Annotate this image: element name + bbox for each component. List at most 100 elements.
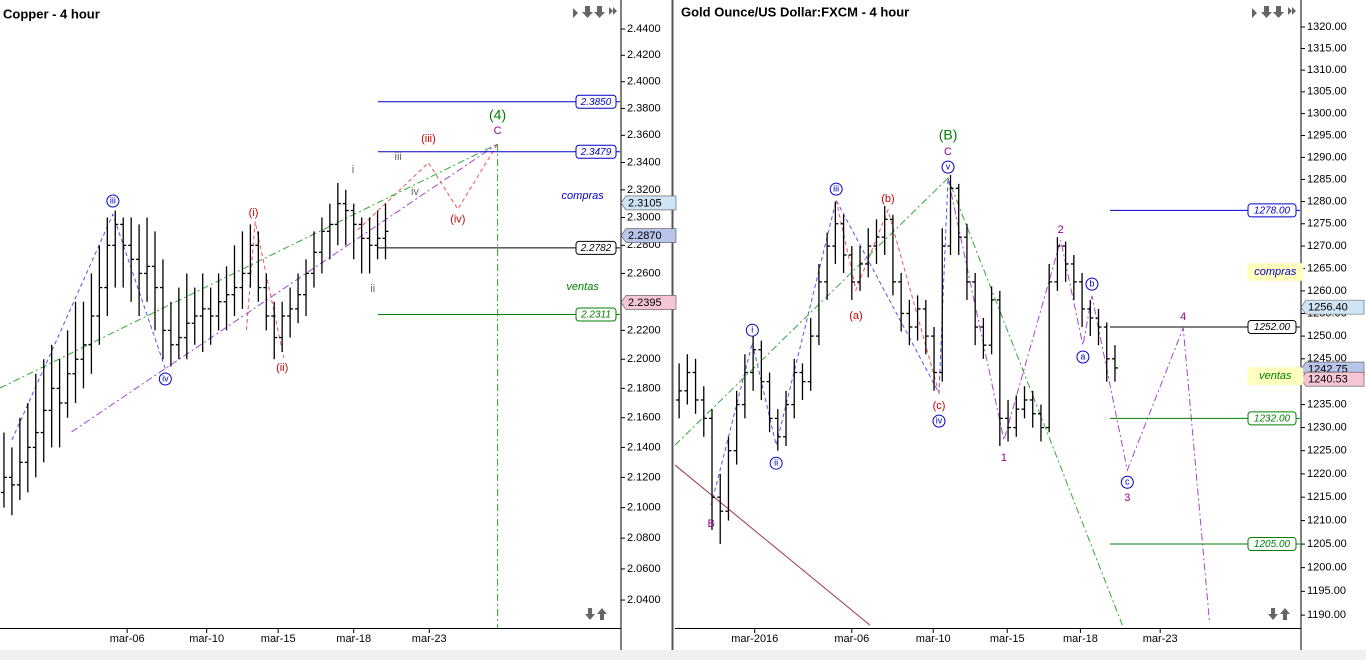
y-tick-label: 2.4000 [627,76,661,88]
y-tick-label: 2.1200 [627,471,661,483]
wave-label: ii [370,283,375,295]
y-tick-label: 1315.00 [1307,42,1347,54]
wave-label: iv [411,186,419,198]
wave-label: iii [395,151,402,163]
level-label: 2.3850 [580,97,612,108]
toolbar-icon[interactable] [1252,6,1296,18]
annotation-circle [745,323,759,337]
y-tick-label: 1250.00 [1307,330,1347,342]
y-tick-label: 2.3400 [627,156,661,168]
x-tick-label: mar-10 [916,633,951,645]
annotation-box [1247,367,1304,386]
annotation-box [1247,263,1304,282]
y-tick-label: 2.2200 [627,324,661,336]
wave-line [11,213,166,441]
x-tick-label: mar-15 [261,633,296,645]
wave-line [710,178,949,506]
wave-label: iv [936,416,943,426]
wave-label: B [708,518,715,530]
y-tick-label: 1280.00 [1307,195,1347,207]
y-tick-label: 1245.00 [1307,353,1347,365]
x-tick-label: mar-23 [412,633,447,645]
price-tag [620,295,677,310]
wave-label: (i) [249,207,259,219]
x-tick-label: mar-23 [1143,633,1178,645]
wave-label: compras [562,190,605,202]
y-tick-label: 1190.00 [1307,609,1346,621]
x-tick-label: mar-2016 [731,633,778,645]
wave-label: compras [1254,266,1297,278]
price-tag [620,228,677,243]
y-tick-label: 1320.00 [1307,21,1347,33]
wave-label: ventas [566,281,599,293]
y-tick-label: 1300.00 [1307,108,1347,120]
level-label: 2.2311 [580,310,611,321]
x-tick-label: mar-06 [110,633,145,645]
wave-label: (b) [881,193,894,205]
level-label: 1232.00 [1254,414,1291,425]
y-tick-label: 1260.00 [1307,285,1347,297]
price-tag-label: 2.2395 [628,297,662,309]
y-tick-label: 2.0400 [627,594,661,606]
y-tick-label: 1285.00 [1307,173,1347,185]
level-label: 2.2782 [580,243,612,254]
y-tick-label: 2.1000 [627,502,661,514]
price-tag [1300,371,1365,387]
wave-line [947,178,1211,623]
wave-label: 3 [1124,492,1130,504]
wave-line [71,143,498,433]
wave-label: (iv) [450,214,465,226]
level-label-box [575,144,617,159]
y-tick-label: 1230.00 [1307,421,1347,433]
price-tag-label: 1240.53 [1308,374,1348,386]
wave-label: (4) [489,107,506,123]
status-strip [0,650,1366,660]
zoom-icon[interactable] [585,608,607,620]
price-tag-label: 1256.40 [1308,302,1348,314]
wave-label: a [1080,351,1085,361]
annotation-circle [106,194,120,208]
y-tick-label: 1225.00 [1307,445,1347,457]
wave-label: i [751,325,753,335]
plot-area [675,175,1211,626]
x-tick-label: mar-18 [1063,633,1098,645]
level-label: 2.3479 [580,147,612,158]
wave-line [675,464,871,626]
wave-label: ii [774,458,778,468]
y-tick-label: 1265.00 [1307,262,1347,274]
zoom-icon[interactable] [1268,608,1290,620]
y-tick-label: 2.3200 [627,184,661,196]
y-tick-label: 1270.00 [1307,240,1347,252]
panel-icons [573,6,1296,620]
price-tag-label: 2.3105 [628,197,662,209]
y-tick-label: 1290.00 [1307,151,1347,163]
wave-label: 4 [1180,311,1186,323]
y-tick-label: 2.3800 [627,102,661,114]
price-tag [1300,299,1365,315]
chart-title: Copper - 4 hour [3,6,100,21]
toolbar-icon[interactable] [573,6,617,18]
y-tick-label: 2.3000 [627,211,661,223]
y-tick-label: 2.4200 [627,49,661,61]
annotation-circle [769,456,783,470]
level-label-box [1247,203,1297,218]
annotation-circle [941,160,955,174]
wave-label: iii [833,184,839,194]
wave-line [245,221,285,359]
x-tick-label: mar-06 [834,633,869,645]
y-tick-label: 1210.00 [1307,514,1347,526]
y-tick-label: 1295.00 [1307,129,1347,141]
y-tick-label: 1220.00 [1307,468,1347,480]
x-tick-label: mar-15 [990,633,1025,645]
wave-line [835,200,940,394]
level-label: 1252.00 [1254,322,1291,333]
level-label: 1205.00 [1254,539,1291,550]
y-tick-label: 2.1800 [627,382,661,394]
plot-area [0,143,499,628]
y-tick-label: 1195.00 [1307,585,1346,597]
level-label-box [1247,320,1297,335]
y-tick-label: 2.2600 [627,267,661,279]
y-tick-label: 1215.00 [1307,491,1347,503]
